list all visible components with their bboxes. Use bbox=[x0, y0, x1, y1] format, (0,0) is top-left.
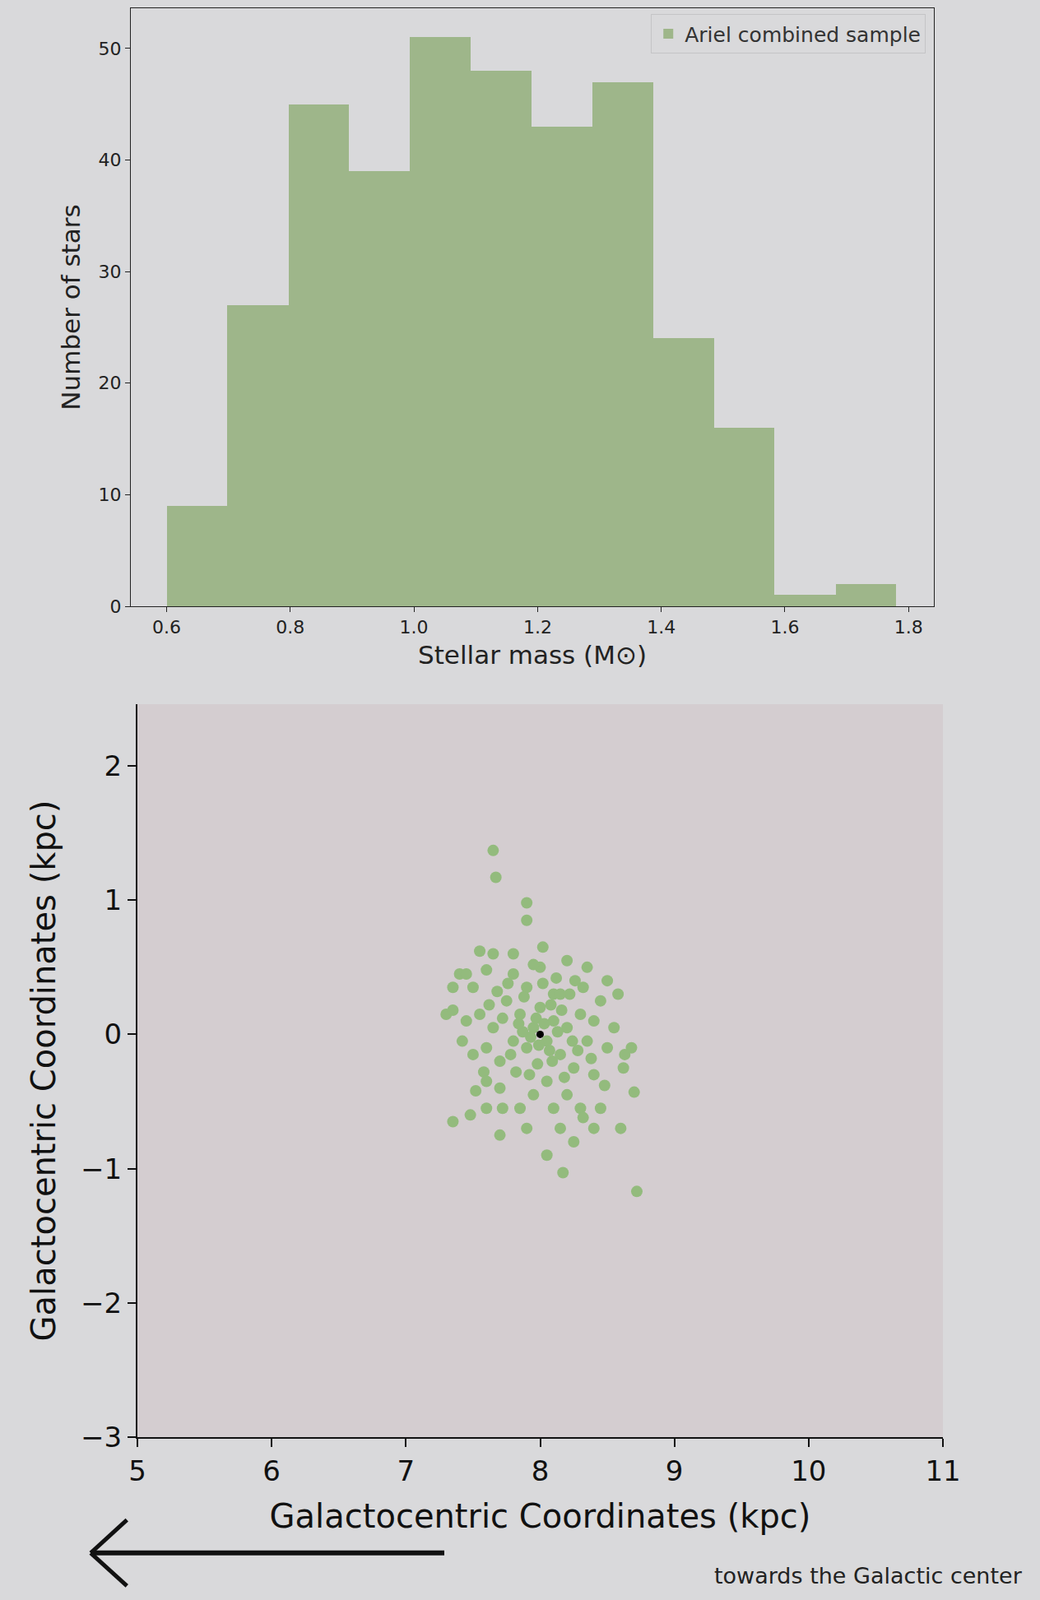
svg-text:Stellar mass (M⊙): Stellar mass (M⊙) bbox=[417, 640, 647, 670]
svg-text:1.0: 1.0 bbox=[399, 617, 429, 638]
svg-text:1.2: 1.2 bbox=[523, 617, 553, 638]
svg-text:9: 9 bbox=[665, 1454, 684, 1488]
svg-text:5: 5 bbox=[128, 1454, 147, 1488]
svg-text:10: 10 bbox=[790, 1454, 827, 1488]
svg-text:11: 11 bbox=[924, 1454, 961, 1488]
svg-text:−3: −3 bbox=[80, 1420, 122, 1454]
svg-text:−1: −1 bbox=[80, 1152, 122, 1186]
svg-text:7: 7 bbox=[397, 1454, 416, 1488]
svg-text:50: 50 bbox=[98, 38, 122, 60]
svg-text:0: 0 bbox=[104, 1017, 123, 1051]
svg-text:1.4: 1.4 bbox=[646, 617, 676, 638]
svg-text:−2: −2 bbox=[80, 1286, 122, 1320]
svg-text:1: 1 bbox=[104, 883, 123, 917]
svg-text:Galactocentric Coordinates (kp: Galactocentric Coordinates (kpc) bbox=[269, 1497, 812, 1536]
svg-text:Galactocentric Coordinates (kp: Galactocentric Coordinates (kpc) bbox=[24, 800, 63, 1342]
svg-text:10: 10 bbox=[98, 484, 122, 506]
svg-text:20: 20 bbox=[98, 372, 122, 394]
svg-text:30: 30 bbox=[98, 261, 122, 283]
svg-text:0: 0 bbox=[110, 596, 122, 618]
svg-text:8: 8 bbox=[531, 1454, 550, 1488]
svg-text:2: 2 bbox=[104, 749, 123, 783]
svg-text:0.8: 0.8 bbox=[275, 617, 305, 638]
svg-text:40: 40 bbox=[98, 149, 122, 171]
svg-text:0.6: 0.6 bbox=[152, 617, 182, 638]
svg-text:6: 6 bbox=[262, 1454, 281, 1488]
svg-text:Number of stars: Number of stars bbox=[55, 204, 86, 410]
svg-text:1.6: 1.6 bbox=[770, 617, 799, 638]
svg-text:towards the Galactic center: towards the Galactic center bbox=[714, 1563, 1023, 1589]
svg-text:Ariel combined sample: Ariel combined sample bbox=[684, 23, 921, 47]
svg-text:1.8: 1.8 bbox=[894, 617, 924, 638]
